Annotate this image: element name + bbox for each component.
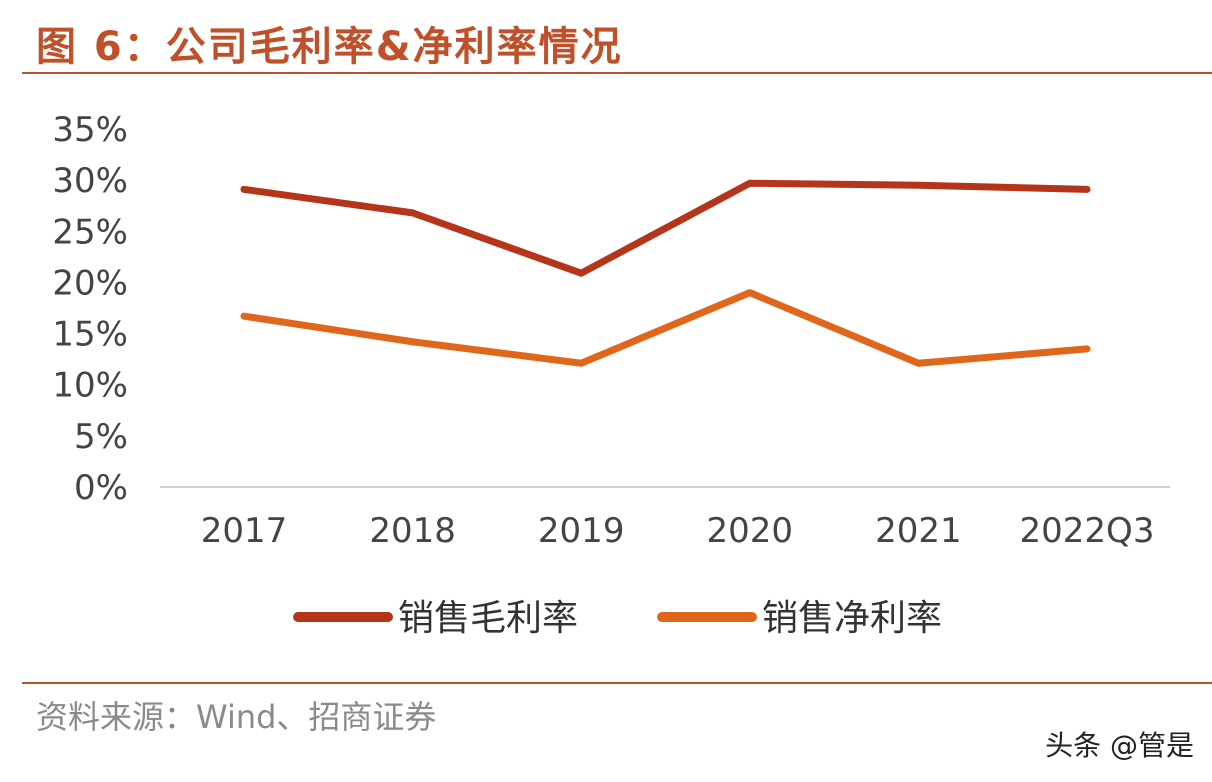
series-line-2 [240,289,1091,367]
x-tick-label: 2017 [201,511,288,551]
legend-label: 销售净利率 [762,598,942,639]
title-divider [22,72,1212,74]
y-tick-label: 30% [52,161,128,201]
x-tick-label: 2018 [369,511,456,551]
source-divider [22,682,1212,684]
x-tick-label: 2022Q3 [1020,511,1155,551]
y-tick-label: 20% [52,263,128,303]
legend-label: 销售毛利率 [398,598,578,639]
series-line-1 [240,179,1091,277]
watermark: 头条 @管是 [1045,729,1194,762]
y-tick-label: 35% [52,110,128,150]
y-tick-label: 10% [52,366,128,406]
source-note: 资料来源：Wind、招商证券 [36,698,437,736]
x-tick-label: 2020 [707,511,794,551]
x-tick-label: 2021 [875,511,962,551]
y-tick-label: 0% [74,468,128,508]
x-tick-label: 2019 [538,511,625,551]
figure-title: 图 6：公司毛利率&净利率情况 [36,24,623,70]
y-tick-label: 5% [74,417,128,457]
y-tick-label: 25% [52,212,128,252]
y-tick-label: 15% [52,315,128,355]
